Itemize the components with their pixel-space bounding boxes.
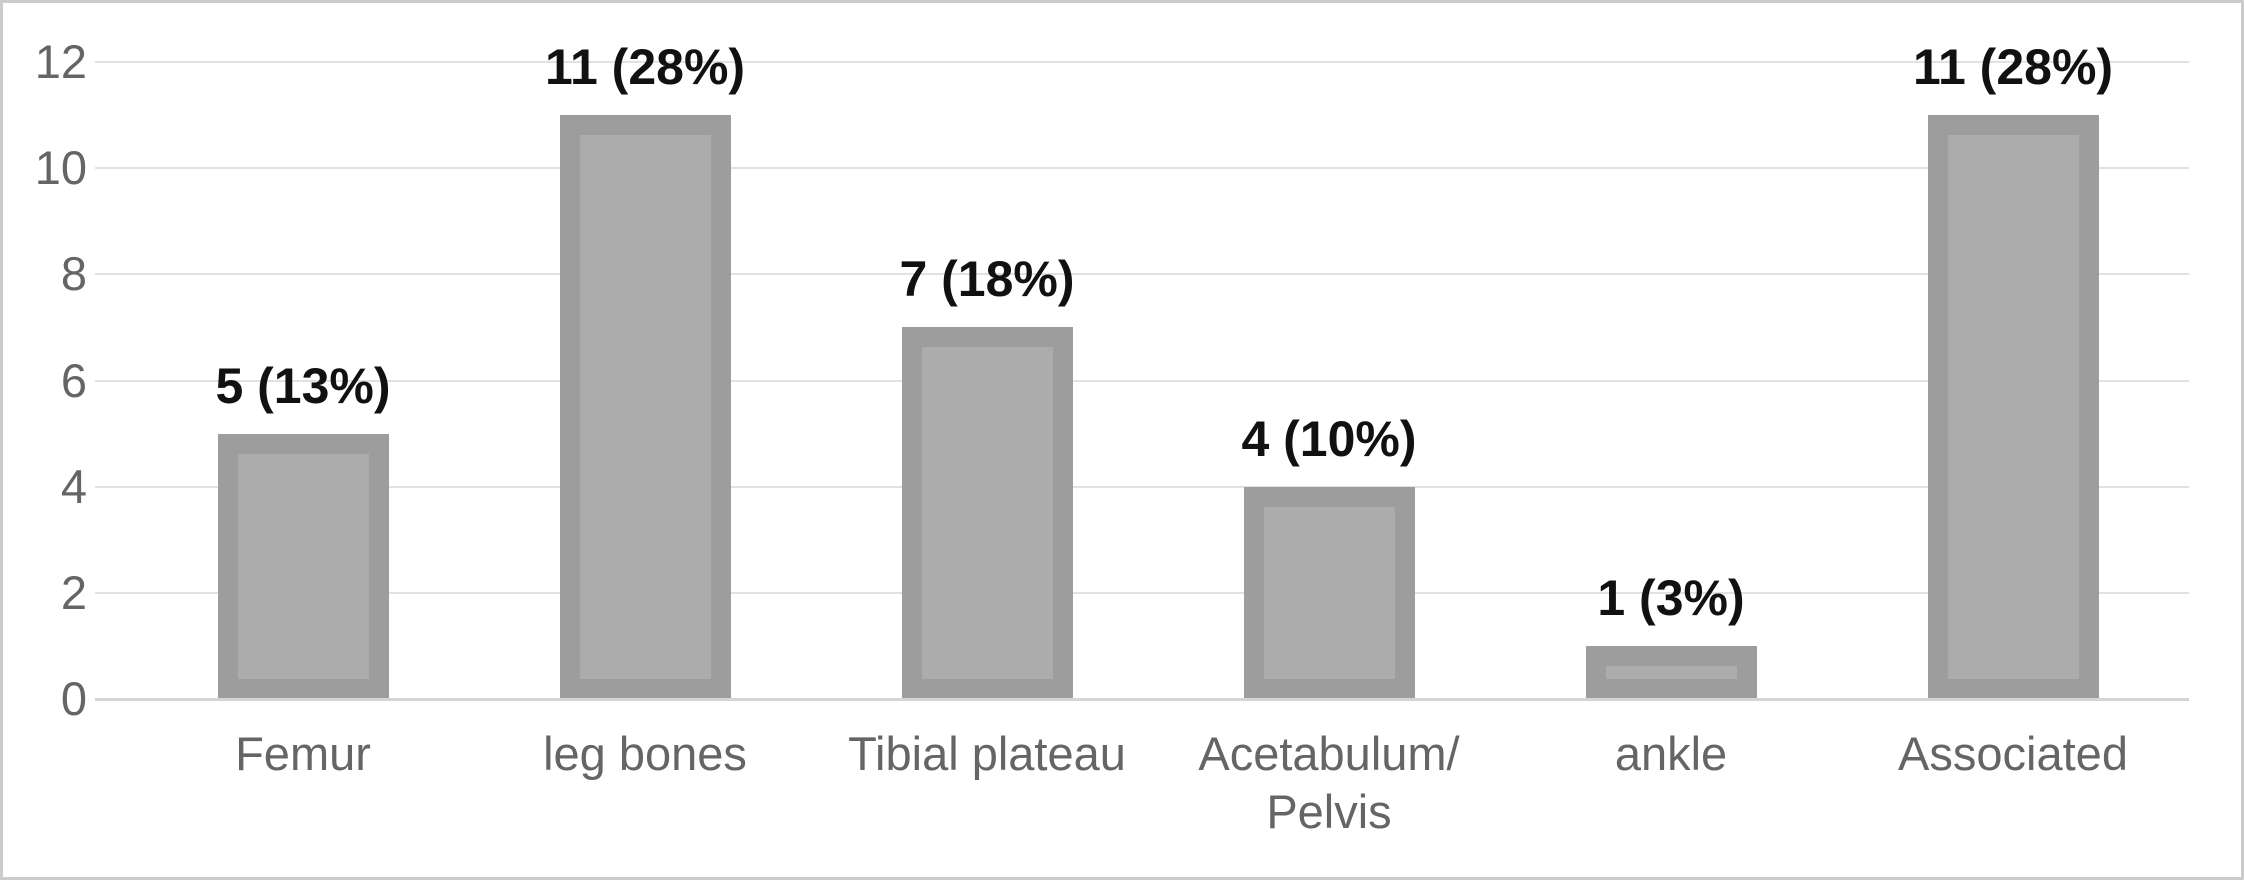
gridline xyxy=(95,379,2189,382)
bar xyxy=(1243,486,1415,699)
x-axis-category-label: leg bones xyxy=(543,727,747,780)
x-axis-category-label: Acetabulum/ Pelvis xyxy=(1198,727,1460,838)
bar xyxy=(1927,115,2099,699)
data-label: 5 (13%) xyxy=(215,357,391,414)
data-label: 4 (10%) xyxy=(1241,410,1417,467)
x-axis-category-label: ankle xyxy=(1614,727,1728,780)
gridline xyxy=(95,61,2189,63)
bar-fill xyxy=(1263,506,1395,679)
y-axis-tick-label: 8 xyxy=(60,247,87,301)
y-axis-tick-label: 12 xyxy=(34,35,87,88)
data-label: 1 (3%) xyxy=(1597,569,1745,626)
x-axis-category-label: Tibial plateau xyxy=(848,727,1126,780)
bar xyxy=(1585,645,1757,699)
bar-fill xyxy=(1947,135,2079,679)
gridline xyxy=(95,485,2189,488)
bar-fill xyxy=(237,453,369,679)
y-axis-tick-label: 10 xyxy=(34,141,87,195)
data-label: 11 (28%) xyxy=(544,39,746,96)
y-axis-tick-label: 2 xyxy=(60,565,87,619)
x-axis-line xyxy=(95,698,2189,701)
gridline xyxy=(95,167,2189,170)
bar-fill xyxy=(579,135,711,679)
data-label: 7 (18%) xyxy=(899,251,1075,308)
bar xyxy=(217,433,389,699)
x-axis-category-label: Associated xyxy=(1898,727,2128,780)
y-axis-tick-label: 4 xyxy=(60,459,87,513)
bar xyxy=(559,115,731,699)
y-axis-tick-label: 6 xyxy=(60,353,87,407)
gridline xyxy=(95,273,2189,276)
gridline xyxy=(95,591,2189,594)
x-axis-category-label: Femur xyxy=(235,727,371,780)
bar-fill xyxy=(921,347,1053,679)
bar xyxy=(901,327,1073,699)
bar-fill xyxy=(1605,665,1737,679)
data-label: 11 (28%) xyxy=(1912,39,2114,96)
y-axis-tick-label: 0 xyxy=(60,672,87,725)
